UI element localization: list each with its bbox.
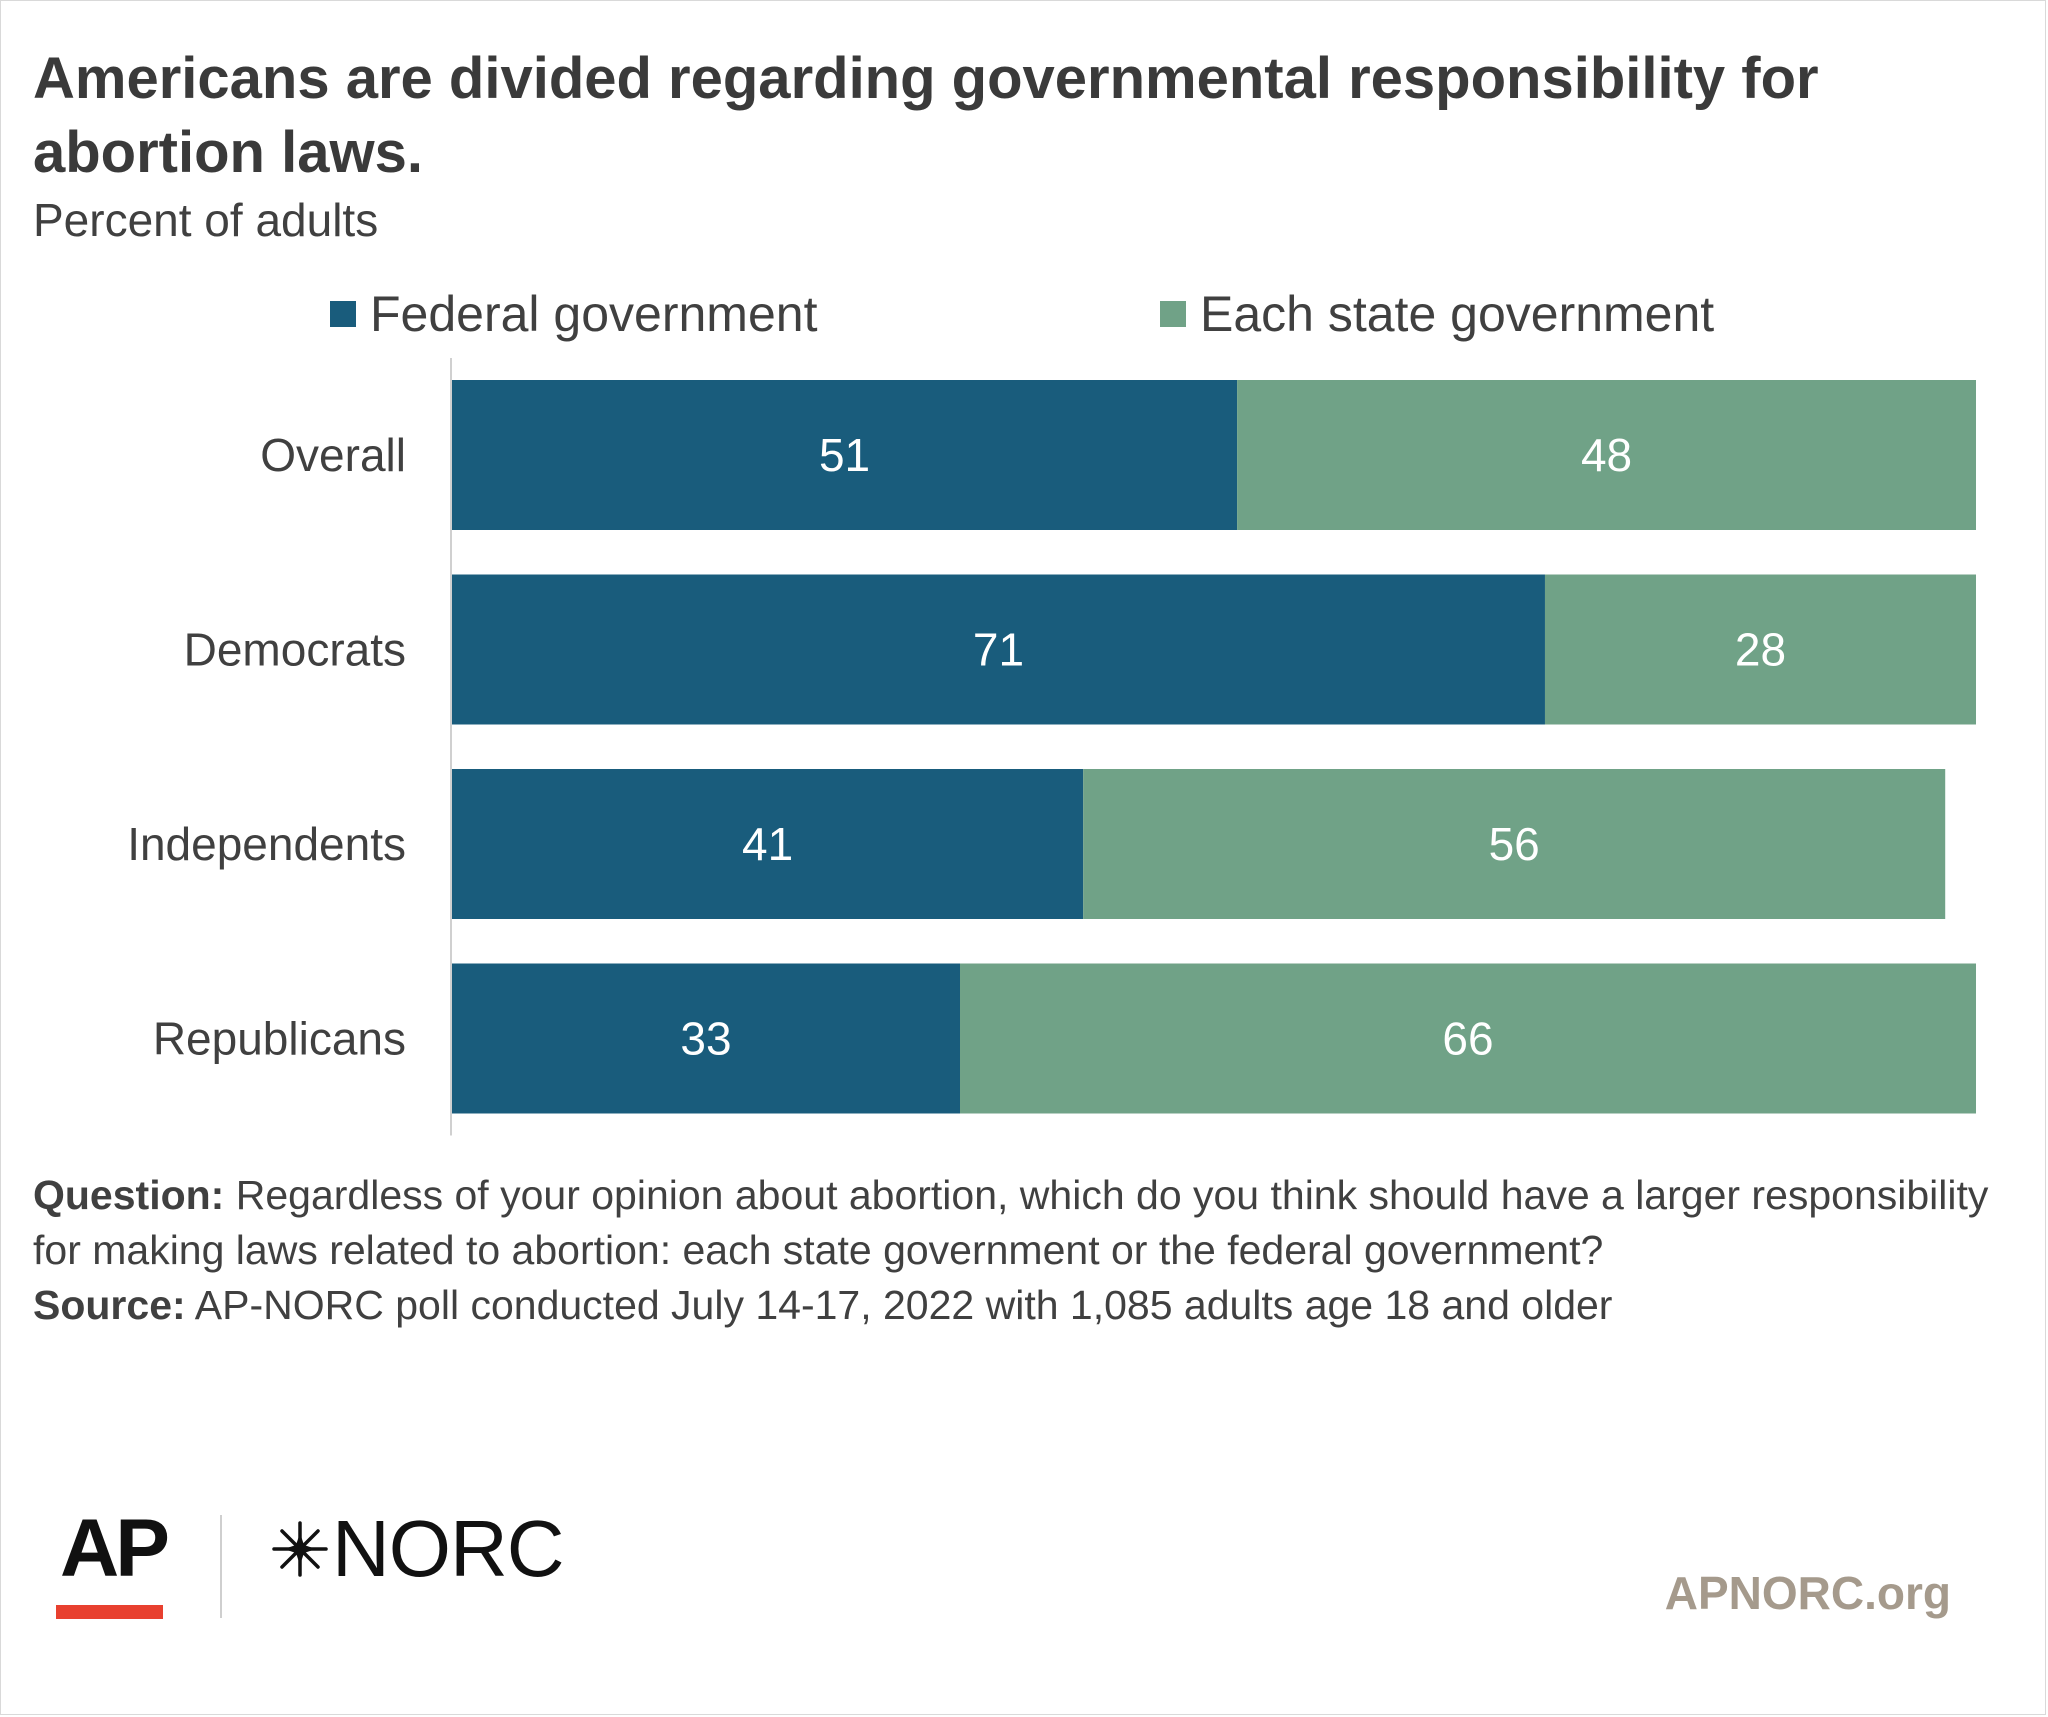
source-text: AP-NORC poll conducted July 14-17, 2022 … <box>194 1282 1613 1328</box>
category-label-independents: Independents <box>127 818 406 870</box>
stacked-bar-chart: Overall 51 48 Democrats 71 28 Independents 41 56… <box>127 358 1976 1136</box>
bar-federal-democrats <box>452 574 1545 725</box>
bar-state-overall <box>1237 380 1976 530</box>
legend-label-state: Each state government <box>1200 286 1715 342</box>
bar-state-democrats <box>1544 574 1976 725</box>
category-label-republicans: Republicans <box>153 1013 406 1065</box>
legend-swatch-state <box>1160 301 1186 327</box>
legend-item-state: Each state government <box>1160 284 1714 344</box>
ap-logo: AP <box>60 1503 170 1594</box>
chart-title: Americans are divided regarding governme… <box>33 46 1819 185</box>
data-label-state-overall: 48 <box>1581 429 1632 481</box>
source-label: Source: <box>33 1282 186 1328</box>
legend: Federal government Each state government <box>0 284 2048 344</box>
ap-logo-underline <box>56 1605 163 1619</box>
data-label-federal-overall: 51 <box>819 429 870 481</box>
star-burst-icon <box>272 1521 328 1577</box>
category-label-democrats: Democrats <box>184 624 406 676</box>
legend-item-federal: Federal government <box>330 284 817 344</box>
legend-swatch-federal <box>330 301 356 327</box>
data-label-state-democrats: 28 <box>1735 624 1786 676</box>
chart-notes: Question: Regardless of your opinion abo… <box>33 1168 1993 1333</box>
data-label-state-republicans: 66 <box>1442 1013 1493 1065</box>
bar-state-independents <box>1083 769 1946 919</box>
norc-logo: NORC <box>268 1504 565 1593</box>
question-note: Question: Regardless of your opinion abo… <box>33 1168 1993 1278</box>
norc-logo-text: NORC <box>332 1504 565 1593</box>
question-label: Question: <box>33 1172 225 1218</box>
chart-subtitle: Percent of adults <box>33 194 379 246</box>
question-text: Regardless of your opinion about abortio… <box>33 1172 1989 1273</box>
data-label-state-independents: 56 <box>1489 818 1540 870</box>
logo-divider <box>220 1515 222 1618</box>
data-label-federal-independents: 41 <box>742 818 793 870</box>
data-label-federal-democrats: 71 <box>973 624 1024 676</box>
site-url: APNORC.org <box>1664 1567 1951 1619</box>
bar-state-republicans <box>960 963 1976 1114</box>
bar-federal-overall <box>452 380 1238 530</box>
source-note: Source: AP-NORC poll conducted July 14-1… <box>33 1278 1993 1333</box>
bar-federal-republicans <box>452 963 960 1114</box>
legend-label-federal: Federal government <box>370 286 818 342</box>
category-label-overall: Overall <box>260 429 406 481</box>
data-label-federal-republicans: 33 <box>680 1013 731 1065</box>
bar-federal-independents <box>452 769 1084 919</box>
